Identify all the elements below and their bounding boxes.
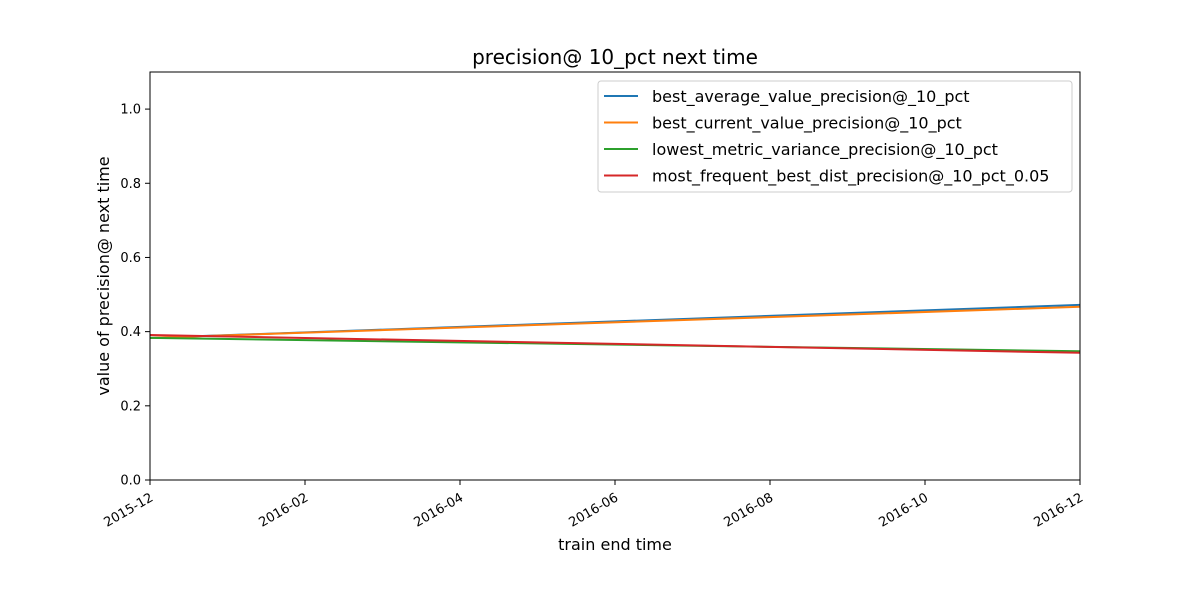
- y-tick-label: 0.4: [120, 325, 141, 340]
- series-line-2: [149, 305, 1081, 339]
- y-tick-label: 0.0: [120, 474, 141, 489]
- y-tick-label: 0.8: [120, 177, 141, 192]
- x-tick-label: 2016-06: [566, 490, 621, 530]
- x-axis-title: train end time: [558, 535, 672, 554]
- y-tick-label: 1.0: [120, 103, 141, 118]
- y-axis: 0.0 0.2 0.4 0.6 0.8 1.0: [120, 103, 150, 489]
- legend-box: [597, 80, 1073, 193]
- series-layer: [149, 303, 1081, 354]
- y-tick-label: 0.6: [120, 251, 141, 266]
- legend-label-2: best_current_value_precision@_10_pct: [652, 114, 962, 134]
- x-tick-label: 2016-12: [1031, 490, 1086, 530]
- legend-label-3: lowest_metric_variance_precision@_10_pct: [652, 140, 998, 160]
- x-tick-label: 2016-02: [256, 490, 311, 530]
- chart-title: precision@ 10_pct next time: [472, 45, 758, 69]
- legend: best_average_value_precision@_10_pctbest…: [597, 80, 1073, 193]
- y-tick-label: 0.2: [120, 399, 141, 414]
- x-tick-label: 2016-10: [876, 490, 931, 530]
- x-axis: 2015-12 2016-02 2016-04 2016-06 2016-08 2016-…: [101, 480, 1086, 531]
- x-tick-label: 2015-12: [101, 490, 156, 530]
- x-tick-label: 2016-08: [721, 490, 776, 530]
- legend-label-4: most_frequent_best_dist_precision@_10_pc…: [652, 167, 1049, 187]
- legend-label-1: best_average_value_precision@_10_pct: [652, 87, 970, 107]
- series-line-4: [149, 334, 1081, 354]
- x-tick-label: 2016-04: [411, 490, 466, 530]
- y-axis-title: value of precision@ next time: [94, 156, 113, 395]
